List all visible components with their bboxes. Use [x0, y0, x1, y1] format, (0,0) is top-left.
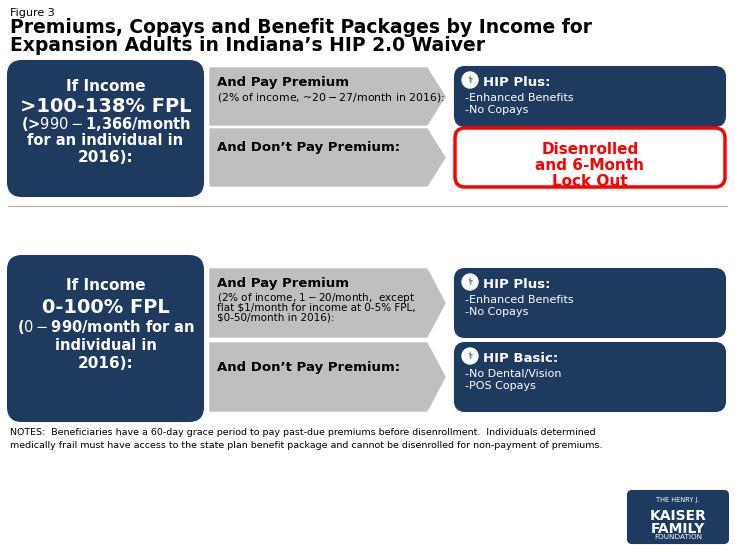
Circle shape: [462, 72, 478, 88]
Polygon shape: [210, 68, 445, 125]
Text: $0-50/month in 2016):: $0-50/month in 2016):: [217, 313, 334, 323]
Text: FAMILY: FAMILY: [650, 522, 705, 536]
Polygon shape: [210, 343, 445, 411]
Text: Disenrolled: Disenrolled: [542, 142, 639, 157]
Text: and 6-Month: and 6-Month: [536, 158, 645, 173]
Text: individual in: individual in: [54, 338, 157, 353]
Text: Premiums, Copays and Benefit Packages by Income for: Premiums, Copays and Benefit Packages by…: [10, 18, 592, 37]
FancyBboxPatch shape: [455, 343, 725, 411]
Polygon shape: [210, 269, 445, 337]
Text: And Don’t Pay Premium:: And Don’t Pay Premium:: [217, 141, 400, 154]
Text: And Pay Premium: And Pay Premium: [217, 76, 349, 89]
Text: And Pay Premium: And Pay Premium: [217, 277, 349, 290]
Text: Figure 3: Figure 3: [10, 8, 54, 18]
Text: ($0-$990/month for an: ($0-$990/month for an: [16, 318, 195, 336]
Text: -No Copays: -No Copays: [465, 105, 528, 115]
Text: 0-100% FPL: 0-100% FPL: [42, 298, 169, 317]
Text: for an individual in: for an individual in: [27, 133, 184, 148]
Text: ⚕: ⚕: [467, 351, 473, 361]
Text: (2% of income, $1-$20/month,  except: (2% of income, $1-$20/month, except: [217, 291, 415, 305]
Text: medically frail must have access to the state plan benefit package and cannot be: medically frail must have access to the …: [10, 441, 603, 450]
Text: FOUNDATION: FOUNDATION: [654, 534, 702, 540]
FancyBboxPatch shape: [455, 269, 725, 337]
FancyBboxPatch shape: [455, 128, 725, 187]
Text: NOTES:  Beneficiaries have a 60-day grace period to pay past-due premiums before: NOTES: Beneficiaries have a 60-day grace…: [10, 428, 595, 437]
FancyBboxPatch shape: [628, 491, 728, 543]
Text: 2016):: 2016):: [78, 150, 133, 165]
Text: (2% of income, ~$20-$27/month in 2016):: (2% of income, ~$20-$27/month in 2016):: [217, 91, 445, 104]
FancyBboxPatch shape: [8, 61, 203, 196]
Text: -POS Copays: -POS Copays: [465, 381, 536, 391]
Text: ⚕: ⚕: [467, 75, 473, 85]
Text: And Don’t Pay Premium:: And Don’t Pay Premium:: [217, 361, 400, 374]
FancyBboxPatch shape: [455, 67, 725, 126]
Text: -Enhanced Benefits: -Enhanced Benefits: [465, 295, 573, 305]
Text: If Income: If Income: [65, 278, 146, 293]
Polygon shape: [210, 129, 445, 186]
Text: HIP Plus:: HIP Plus:: [483, 76, 551, 89]
FancyBboxPatch shape: [8, 256, 203, 421]
Circle shape: [462, 348, 478, 364]
Text: HIP Plus:: HIP Plus:: [483, 278, 551, 291]
Text: 2016):: 2016):: [78, 356, 133, 371]
Text: KAISER: KAISER: [650, 509, 706, 523]
Text: (>$990-$1,366/month: (>$990-$1,366/month: [21, 115, 190, 133]
Text: HIP Basic:: HIP Basic:: [483, 352, 559, 365]
Text: flat $1/month for income at 0-5% FPL,: flat $1/month for income at 0-5% FPL,: [217, 302, 415, 312]
Text: ⚕: ⚕: [467, 277, 473, 287]
Text: -No Copays: -No Copays: [465, 307, 528, 317]
Text: THE HENRY J.: THE HENRY J.: [656, 497, 700, 503]
Text: Lock Out: Lock Out: [552, 174, 628, 189]
Text: -No Dental/Vision: -No Dental/Vision: [465, 369, 562, 379]
Text: -Enhanced Benefits: -Enhanced Benefits: [465, 93, 573, 103]
Text: >100-138% FPL: >100-138% FPL: [20, 97, 191, 116]
Text: If Income: If Income: [65, 79, 146, 94]
Circle shape: [462, 274, 478, 290]
Text: Expansion Adults in Indiana’s HIP 2.0 Waiver: Expansion Adults in Indiana’s HIP 2.0 Wa…: [10, 36, 485, 55]
